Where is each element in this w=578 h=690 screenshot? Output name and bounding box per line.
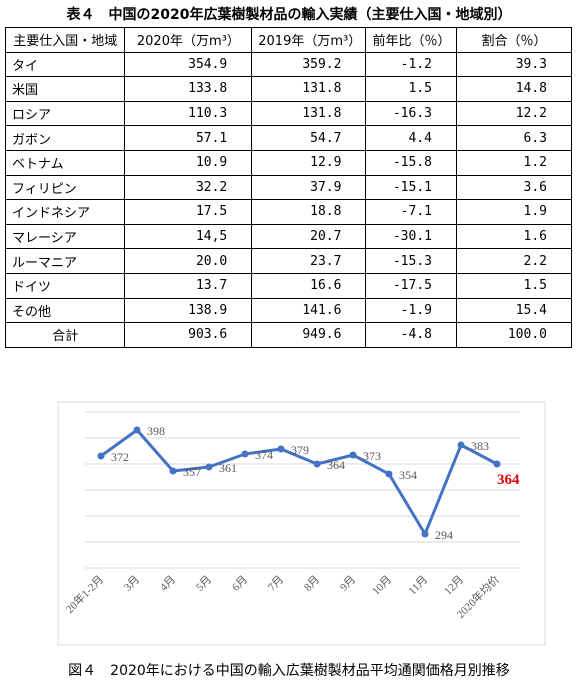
table-row: ガボン 57.1 54.7 4.4 6.3 [4, 125, 573, 151]
point [457, 441, 465, 449]
table-row: ロシア 110.3 131.8 -16.3 12.2 [4, 100, 573, 127]
header-cell: 前年比（％） [365, 27, 457, 53]
table-row: ルーマニア 20.0 23.7 -15.3 2.2 [4, 248, 573, 274]
point [493, 460, 501, 468]
point [205, 463, 213, 471]
data-label: 373 [363, 449, 381, 463]
table-cell: 949.6 [251, 322, 367, 348]
point [169, 467, 177, 475]
data-label: 372 [111, 450, 129, 464]
table-cell: 13.7 [124, 272, 253, 299]
table-cell: 17.5 [124, 199, 253, 225]
point [385, 470, 393, 478]
data-label: 294 [435, 528, 453, 542]
table-cell: 57.1 [124, 125, 253, 151]
table-cell: 2.2 [455, 248, 573, 274]
x-tick-label: 4月 [158, 574, 178, 594]
table-cell: 12.2 [455, 100, 573, 127]
x-tick-label: 9月 [338, 574, 358, 594]
table-cell: フィリピン [4, 174, 126, 201]
table-cell: 6.3 [455, 125, 573, 151]
table-cell: -1.9 [365, 297, 457, 324]
table-cell: 15.4 [455, 297, 573, 324]
table-cell: 20.7 [251, 223, 367, 250]
table-cell: 16.6 [251, 272, 367, 299]
table-cell: 39.3 [455, 51, 573, 78]
table-cell: -15.8 [365, 149, 457, 176]
table-cell: 903.6 [124, 322, 253, 348]
table-row: 合計 903.6 949.6 -4.8 100.0 [4, 322, 573, 348]
header-cell: 2020年（万m³） [124, 27, 253, 53]
x-tick-label: 7月 [266, 574, 286, 594]
table-cell: 米国 [4, 76, 126, 102]
table-cell: 359.2 [251, 51, 367, 78]
table-row: ドイツ 13.7 16.6 -17.5 1.5 [4, 272, 573, 299]
x-tick-label: 8月 [302, 574, 322, 594]
table-cell: -16.3 [365, 100, 457, 127]
point [313, 460, 321, 468]
x-tick-label: 6月 [230, 574, 250, 594]
header-row: 主要仕入国・地域 2020年（万m³） 2019年（万m³） 前年比（％） 割合（％） [4, 27, 573, 53]
table-cell: 37.9 [251, 174, 367, 201]
table-cell: 32.2 [124, 174, 253, 201]
data-label: 398 [147, 424, 165, 438]
table-row: その他 138.9 141.6 -1.9 15.4 [4, 297, 573, 324]
table-cell: 3.6 [455, 174, 573, 201]
table-cell: 合計 [4, 322, 126, 348]
table-cell: -7.1 [365, 199, 457, 225]
data-label: 364 [497, 472, 520, 488]
table-cell: 100.0 [455, 322, 573, 348]
point [349, 451, 357, 459]
table-row: マレーシア 14,5 20.7 -30.1 1.6 [4, 223, 573, 250]
data-label: 383 [471, 439, 489, 453]
table-cell: -15.1 [365, 174, 457, 201]
point [133, 426, 141, 434]
data-label: 357 [183, 465, 201, 479]
point [241, 450, 249, 458]
table-cell: インドネシア [4, 199, 126, 225]
table-cell: マレーシア [4, 223, 126, 250]
data-label: 364 [327, 458, 345, 472]
table-row: フィリピン 32.2 37.9 -15.1 3.6 [4, 174, 573, 201]
table-title: 表４ 中国の2020年広葉樹製材品の輸入実績（主要仕入国・地域別） [66, 7, 512, 23]
header-cell: 2019年（万m³） [251, 27, 367, 53]
line [100, 428, 498, 536]
table-cell: ドイツ [4, 272, 126, 299]
x-tick-label: 3月 [122, 574, 142, 594]
data-label: 374 [255, 448, 273, 462]
point [421, 530, 429, 538]
x-tick-label: 5月 [194, 574, 214, 594]
table-cell: 1.6 [455, 223, 573, 250]
point [277, 445, 285, 453]
table-cell: ロシア [4, 100, 126, 127]
table-cell: 110.3 [124, 100, 253, 127]
table-cell: -17.5 [365, 272, 457, 299]
x-tick-label: 10月 [370, 574, 394, 598]
x-tick-label: 12月 [442, 574, 466, 598]
figure-caption: 図４ 2020年における中国の輸入広葉樹製材品平均通関価格月別推移 [68, 663, 510, 679]
table-cell: 1.5 [365, 76, 457, 102]
table-cell: 138.9 [124, 297, 253, 324]
table-cell: 141.6 [251, 297, 367, 324]
table-cell: 133.8 [124, 76, 253, 102]
table-cell: 1.5 [455, 272, 573, 299]
data-label: 354 [399, 468, 417, 482]
table-cell: 20.0 [124, 248, 253, 274]
table-cell: 23.7 [251, 248, 367, 274]
data-label: 361 [219, 461, 237, 475]
point [97, 452, 105, 460]
table-cell: 1.9 [455, 199, 573, 225]
header-cell: 主要仕入国・地域 [4, 27, 126, 53]
x-tick-label: 20年1-2月 [63, 572, 107, 616]
table-cell: 354.9 [124, 51, 253, 78]
data-label: 379 [291, 443, 309, 457]
x-tick-label: 11月 [406, 574, 430, 598]
table-cell: -4.8 [365, 322, 457, 348]
table: 主要仕入国・地域 2020年（万m³） 2019年（万m³） 前年比（％） 割合（％）タ… [4, 27, 573, 348]
chart-frame [57, 401, 546, 646]
table-row: ベトナム 10.9 12.9 -15.8 1.2 [4, 149, 573, 176]
table-cell: 14,5 [124, 223, 253, 250]
